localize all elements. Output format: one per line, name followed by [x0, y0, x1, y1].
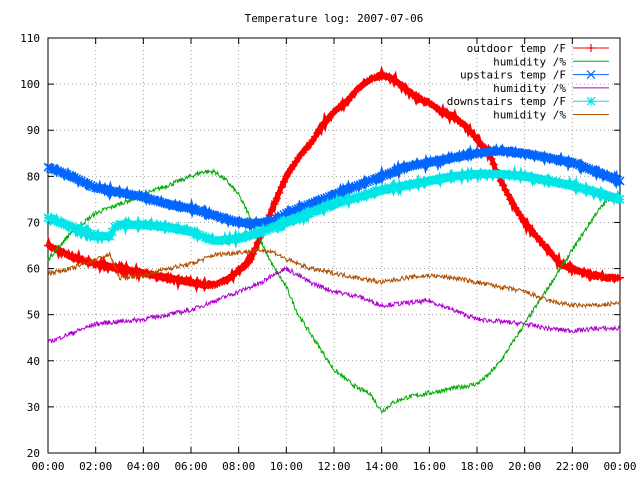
- series-markers-outdoor-temp-f-0: [44, 70, 624, 289]
- axes: 20 30 40 50 60 70 80 90 100 110 00:00 02:00 04:00 06:…: [20, 32, 636, 473]
- y-tick-label: 30: [27, 401, 40, 414]
- x-tick-label: 20:00: [508, 460, 541, 473]
- x-tick-label: 16:00: [413, 460, 446, 473]
- y-tick-label: 60: [27, 263, 40, 276]
- y-tick-label: 20: [27, 447, 40, 460]
- series-humidity-5: [48, 246, 621, 310]
- y-tick-label: 80: [27, 170, 40, 183]
- y-tick-label: 50: [27, 309, 40, 322]
- series-markers-downstairs-temp-f-4: [43, 169, 625, 246]
- y-tick-label: 40: [27, 355, 40, 368]
- legend-label-humidity: humidity /%: [493, 55, 566, 68]
- x-tick-label: 02:00: [79, 460, 112, 473]
- legend-label-upstairs-temp-f: upstairs temp /F: [460, 69, 566, 82]
- x-tick-label: 04:00: [127, 460, 160, 473]
- legend-label-humidity: humidity /%: [493, 82, 566, 95]
- legend-label-humidity: humidity /%: [493, 109, 566, 122]
- x-tick-label: 00:00: [603, 460, 636, 473]
- series-upstairs-temp-f-2: [46, 143, 623, 232]
- y-tick-label: 110: [20, 32, 40, 45]
- legend-label-outdoor-temp-f: outdoor temp /F: [467, 42, 566, 55]
- y-tick-label: 90: [27, 124, 40, 137]
- series-layer: [43, 65, 625, 414]
- y-tick-label: 100: [20, 78, 40, 91]
- x-tick-label: 14:00: [365, 460, 398, 473]
- legend-marker-outdoor-temp-f: [587, 44, 595, 52]
- x-tick-label: 10:00: [270, 460, 303, 473]
- x-tick-label: 00:00: [31, 460, 64, 473]
- y-tick-label: 70: [27, 216, 40, 229]
- series-humidity-3: [47, 265, 621, 344]
- x-tick-label: 22:00: [556, 460, 589, 473]
- legend-marker-downstairs-temp-f: [586, 96, 596, 106]
- series-markers-upstairs-temp-f-2: [43, 146, 625, 228]
- x-tick-label: 12:00: [317, 460, 350, 473]
- legend-marker-upstairs-temp-f: [586, 70, 596, 80]
- x-tick-label: 18:00: [460, 460, 493, 473]
- legend-label-downstairs-temp-f: downstairs temp /F: [447, 95, 566, 108]
- x-tick-label: 08:00: [222, 460, 255, 473]
- chart-title: Temperature log: 2007-07-06: [245, 12, 424, 25]
- x-tick-label: 06:00: [174, 460, 207, 473]
